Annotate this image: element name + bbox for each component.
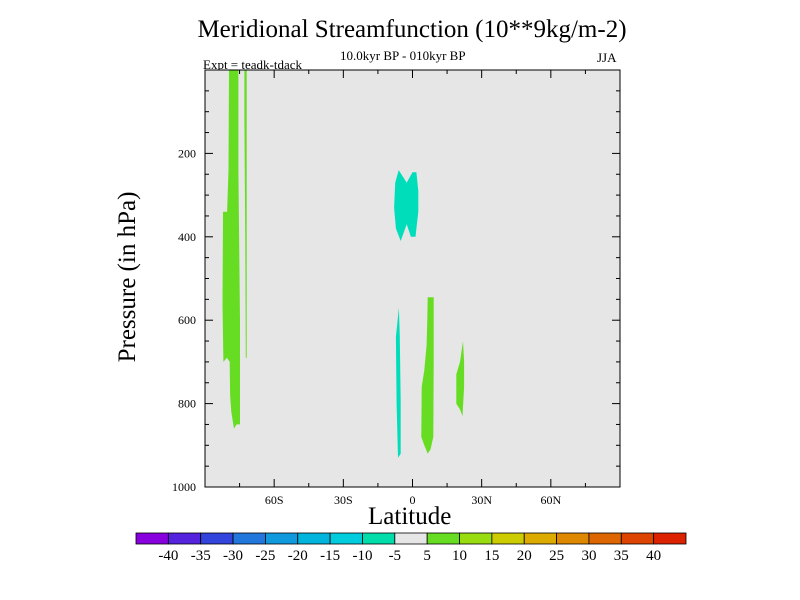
chart-subtitle: 10.0kyr BP - 010kyr BP (340, 48, 466, 63)
colorbar-label: -30 (223, 548, 243, 564)
colorbar-swatch (329, 532, 363, 545)
y-tick-label: 200 (178, 146, 196, 160)
colorbar-label: -10 (352, 548, 372, 564)
colorbar-swatch (167, 532, 202, 545)
colorbar: -40 -35 -30 -25 -20 -15 -10 -5 5 10 15 20 25 30 35 40 (135, 532, 687, 564)
colorbar-swatch (265, 532, 299, 545)
y-tick-label: 800 (178, 397, 196, 411)
region-negative-cell-upper-eq (394, 170, 419, 241)
y-tick-label: 1000 (172, 480, 196, 494)
colorbar-label: -35 (191, 548, 211, 564)
chart-title: Meridional Streamfunction (10**9kg/m-2) (197, 16, 627, 43)
colorbar-swatch (362, 532, 396, 545)
colorbar-swatch (297, 532, 331, 545)
y-tick-label: 400 (178, 230, 196, 244)
colorbar-label: -20 (288, 548, 308, 564)
region-negative-cell-lower-eq (395, 307, 401, 458)
region-positive-cell-70S (222, 70, 240, 429)
colorbar-label: 5 (423, 548, 431, 564)
colorbar-label: 40 (646, 548, 661, 564)
colorbar-label: -15 (320, 548, 340, 564)
colorbar-label: 20 (517, 548, 532, 564)
colorbar-swatch (556, 532, 590, 545)
colorbar-swatch (459, 532, 493, 545)
colorbar-label: -5 (389, 548, 402, 564)
colorbar-label: 35 (614, 548, 629, 564)
colorbar-label: -40 (158, 548, 178, 564)
colorbar-label: 15 (484, 548, 499, 564)
contour-regions (222, 70, 465, 458)
region-positive-strip-72S (244, 70, 247, 358)
colorbar-swatch (491, 532, 525, 545)
x-axis-label: Latitude (368, 503, 452, 530)
colorbar-swatch (620, 532, 655, 545)
colorbar-swatch (426, 532, 460, 545)
axis-ticks: 60S 30S 0 30N 60N 200 400 600 800 1000 (172, 70, 620, 507)
y-tick-label: 600 (178, 313, 196, 327)
plot-area (205, 70, 620, 487)
colorbar-swatch (588, 532, 622, 545)
x-tick-label: 60S (265, 493, 284, 507)
region-positive-cell-5N (421, 297, 434, 454)
colorbar-swatch (523, 532, 557, 545)
experiment-label: Expt = teadk-tdack (203, 57, 303, 72)
colorbar-label: -25 (255, 548, 275, 564)
colorbar-swatch (200, 532, 234, 545)
colorbar-swatch (135, 532, 169, 545)
x-tick-label: 30S (334, 493, 353, 507)
region-positive-cell-22N (456, 341, 465, 417)
colorbar-label: 10 (452, 548, 467, 564)
x-tick-label: 0 (410, 493, 416, 507)
colorbar-swatch (394, 532, 428, 545)
colorbar-swatch (232, 532, 266, 545)
season-label: JJA (597, 50, 617, 65)
x-tick-label: 30N (471, 493, 492, 507)
colorbar-swatch (653, 532, 687, 545)
x-tick-label: 60N (540, 493, 561, 507)
colorbar-label: 25 (549, 548, 564, 564)
colorbar-label: 30 (581, 548, 596, 564)
